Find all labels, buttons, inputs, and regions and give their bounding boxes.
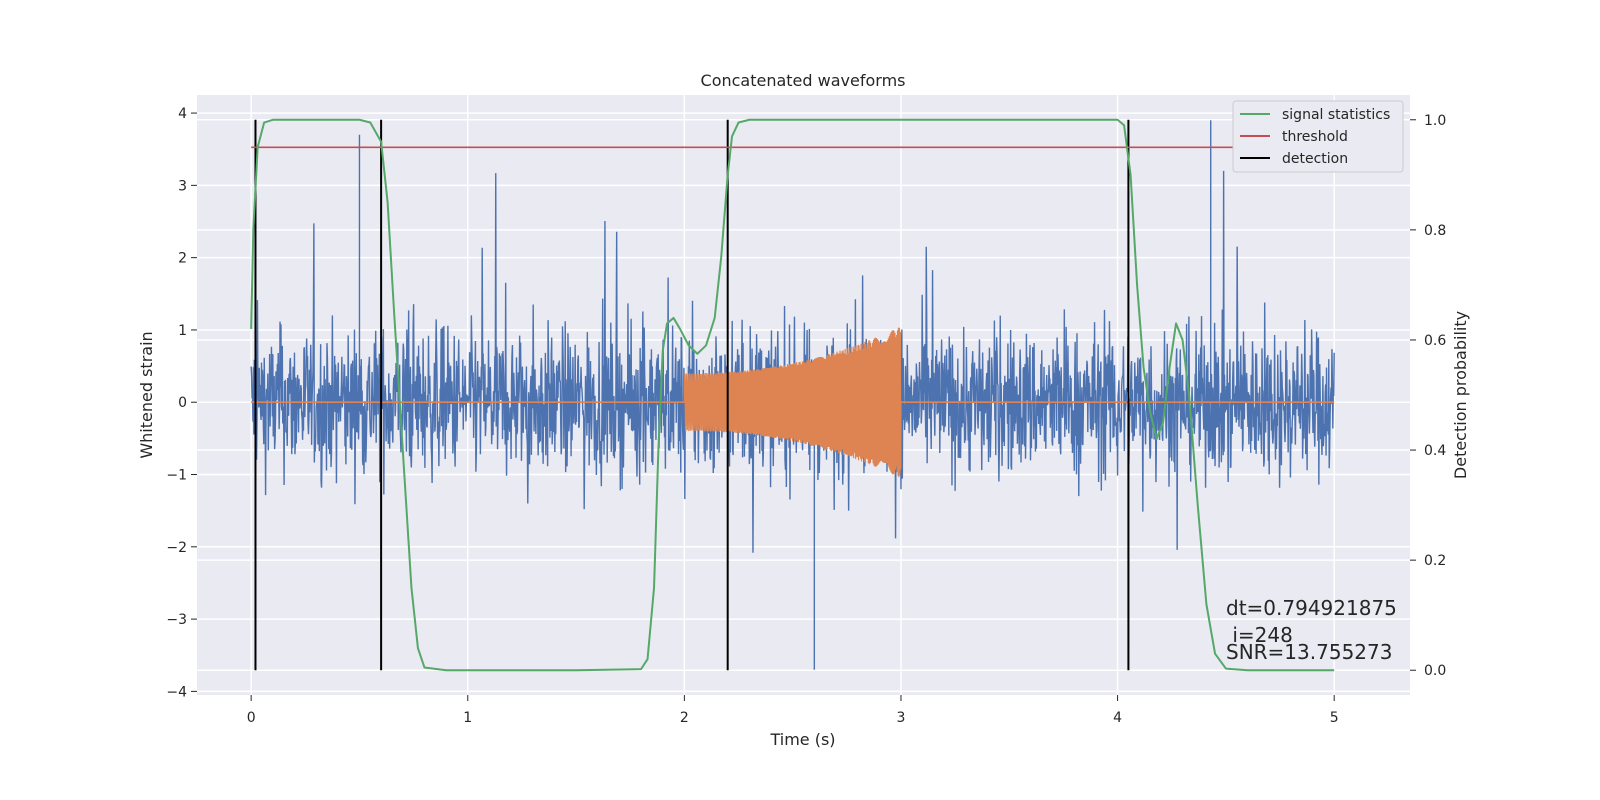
detection-lines (254, 119, 1130, 671)
y-left-tick-label: −4 (166, 684, 187, 700)
y-right-tick-label: 0.0 (1424, 663, 1446, 679)
x-axis-label: Time (s) (769, 730, 835, 749)
y-axis-left-label: Whitened strain (137, 331, 156, 458)
legend-label-detection: detection (1282, 151, 1348, 167)
x-tick-label: 1 (463, 710, 472, 726)
signal-statistics-line (250, 118, 1335, 672)
y-axis-right-label: Detection probability (1451, 311, 1470, 479)
y-right-tick-label: 0.8 (1424, 223, 1446, 239)
y-left-tick-label: −2 (166, 540, 187, 556)
y-right-tick-label: 0.2 (1424, 553, 1446, 569)
y-right-tick-label: 1.0 (1424, 113, 1446, 129)
legend: signal statistics threshold detection (1232, 100, 1404, 173)
x-tick-label: 3 (897, 710, 906, 726)
annotation-snr: SNR=13.755273 (1226, 640, 1392, 664)
y-left-tick-label: 2 (178, 251, 187, 267)
chart-title: Concatenated waveforms (701, 71, 906, 90)
y-left-tick-label: 1 (178, 323, 187, 339)
y-right-tick-label: 0.6 (1424, 333, 1446, 349)
legend-label-threshold: threshold (1282, 129, 1348, 145)
y-left-tick-label: −3 (166, 612, 187, 628)
y-left-tick-label: 0 (178, 395, 187, 411)
annotation-dt: dt=0.794921875 (1226, 596, 1397, 620)
y-right-tick-label: 0.4 (1424, 443, 1446, 459)
y-left-tick-label: −1 (166, 468, 187, 484)
legend-label-signal-statistics: signal statistics (1282, 107, 1390, 123)
signal-statistics-layer (250, 118, 1335, 672)
x-tick-label: 5 (1330, 710, 1339, 726)
y-left-tick-label: 3 (178, 178, 187, 194)
x-tick-label: 0 (247, 710, 256, 726)
annotation-i: i=248 (1226, 623, 1293, 647)
injected-waveform-series (251, 327, 1335, 478)
x-tick-label: 4 (1113, 710, 1122, 726)
x-tick-label: 2 (680, 710, 689, 726)
y-left-tick-label: 4 (178, 106, 187, 122)
injected-waveform-line (683, 327, 902, 478)
